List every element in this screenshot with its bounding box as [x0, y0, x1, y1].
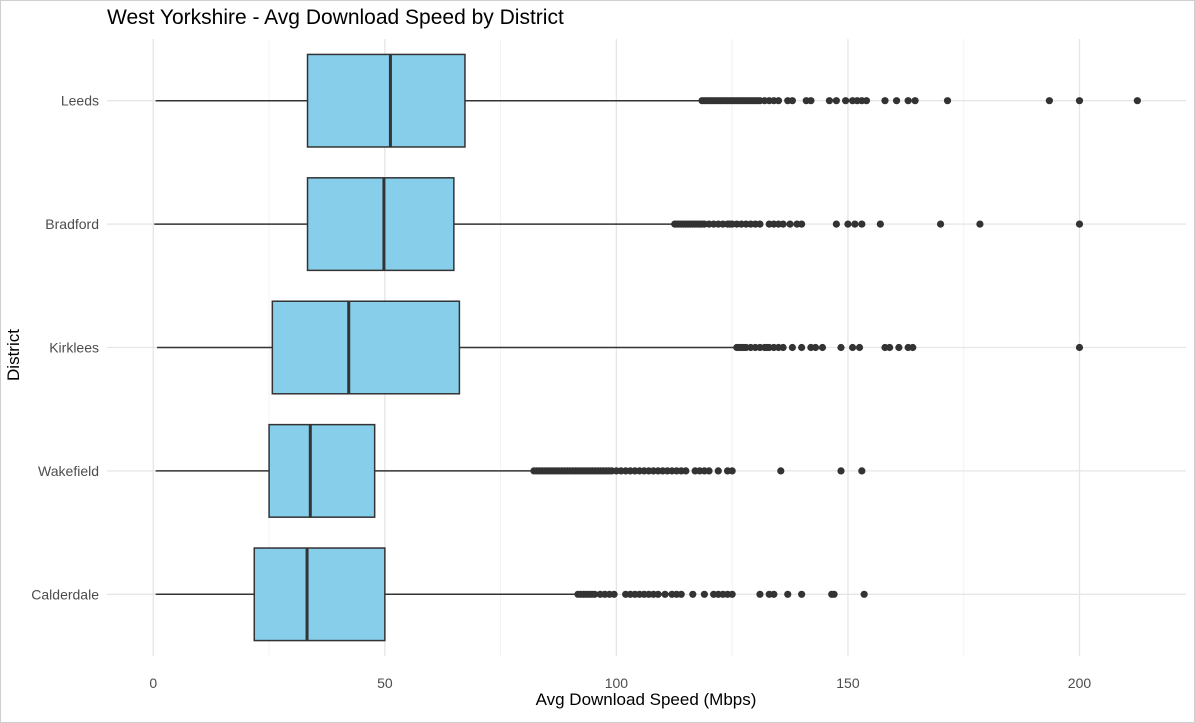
outlier-point-calderdale — [610, 590, 618, 598]
outlier-point-wakefield — [837, 467, 845, 475]
outlier-point-calderdale — [700, 590, 708, 598]
outlier-point-bradford — [756, 220, 764, 228]
outlier-point-calderdale — [689, 590, 697, 598]
outlier-point-bradford — [798, 220, 806, 228]
y-axis-label: District — [4, 329, 23, 381]
y-tick-label-wakefield: Wakefield — [38, 463, 99, 479]
outlier-point-leeds — [1045, 97, 1053, 105]
outlier-point-leeds — [825, 97, 834, 105]
outlier-point-leeds — [881, 97, 889, 105]
outlier-point-calderdale — [661, 590, 669, 598]
outlier-point-calderdale — [677, 590, 685, 598]
outlier-point-leeds — [842, 97, 850, 105]
axis-labels: Leeds Bradford Kirklees Wakefield Calderdale… — [31, 93, 1091, 691]
outlier-point-kirklees — [788, 343, 796, 352]
outlier-point-leeds — [904, 97, 912, 105]
outlier-point-kirklees — [779, 343, 787, 352]
box-calderdale — [253, 547, 386, 642]
outlier-point-leeds — [1075, 97, 1084, 105]
outlier-point-leeds — [774, 97, 783, 105]
outlier-point-bradford — [936, 220, 945, 228]
outlier-point-wakefield — [714, 467, 722, 475]
outlier-point-bradford — [832, 220, 840, 228]
outlier-point-leeds — [788, 97, 796, 105]
box-layer — [154, 53, 736, 642]
outlier-point-wakefield — [858, 467, 866, 475]
outlier-point-kirklees — [848, 343, 857, 352]
outlier-point-calderdale — [756, 590, 764, 598]
outlier-point-calderdale — [770, 590, 778, 598]
outlier-point-kirklees — [1075, 343, 1084, 352]
x-tick-label: 50 — [377, 675, 393, 691]
outlier-point-kirklees — [837, 343, 845, 352]
outlier-point-bradford — [844, 220, 852, 228]
outlier-point-bradford — [976, 220, 984, 228]
outlier-point-calderdale — [654, 590, 662, 598]
outlier-point-kirklees — [818, 343, 827, 352]
outlier-point-leeds — [832, 97, 840, 105]
outlier-point-calderdale — [784, 590, 792, 598]
outlier-point-bradford — [779, 220, 787, 228]
box-kirklees — [271, 300, 461, 395]
x-tick-label: 100 — [605, 675, 629, 691]
x-tick-label: 150 — [836, 675, 860, 691]
outlier-point-wakefield — [728, 467, 736, 475]
outlier-point-bradford — [1075, 220, 1084, 228]
outlier-point-leeds — [807, 97, 815, 105]
outlier-point-kirklees — [895, 343, 903, 352]
y-tick-label-kirklees: Kirklees — [49, 340, 99, 356]
outlier-point-kirklees — [855, 343, 864, 352]
outlier-point-leeds — [862, 97, 871, 105]
outlier-point-calderdale — [728, 590, 736, 598]
box-wakefield — [268, 423, 376, 518]
outlier-layer — [530, 97, 1141, 598]
outlier-point-bradford — [851, 220, 859, 228]
chart-title: West Yorkshire - Avg Download Speed by D… — [107, 6, 564, 29]
outlier-point-calderdale — [798, 590, 806, 598]
outlier-point-kirklees — [886, 343, 894, 352]
outlier-point-calderdale — [591, 590, 599, 598]
outlier-point-kirklees — [909, 343, 917, 352]
y-tick-label-leeds: Leeds — [61, 93, 99, 109]
outlier-point-calderdale — [830, 590, 838, 598]
box-bradford — [306, 177, 455, 272]
outlier-point-leeds — [943, 97, 952, 105]
outlier-point-leeds — [892, 97, 901, 105]
y-tick-label-calderdale: Calderdale — [31, 586, 99, 602]
x-tick-label: 0 — [149, 675, 157, 691]
outlier-point-wakefield — [682, 467, 690, 475]
outlier-point-wakefield — [705, 467, 713, 475]
y-tick-label-bradford: Bradford — [45, 216, 99, 232]
outlier-point-calderdale — [860, 590, 868, 598]
outlier-point-wakefield — [777, 467, 785, 475]
outlier-point-bradford — [876, 220, 884, 228]
outlier-point-bradford — [786, 220, 794, 228]
outlier-point-bradford — [858, 220, 866, 228]
outlier-point-kirklees — [811, 343, 820, 352]
x-axis-label: Avg Download Speed (Mbps) — [535, 690, 757, 709]
outlier-point-leeds — [911, 97, 919, 105]
outlier-point-leeds — [1133, 97, 1141, 105]
outlier-point-kirklees — [798, 343, 806, 352]
box-leeds — [306, 53, 466, 148]
x-tick-label: 200 — [1068, 675, 1092, 691]
